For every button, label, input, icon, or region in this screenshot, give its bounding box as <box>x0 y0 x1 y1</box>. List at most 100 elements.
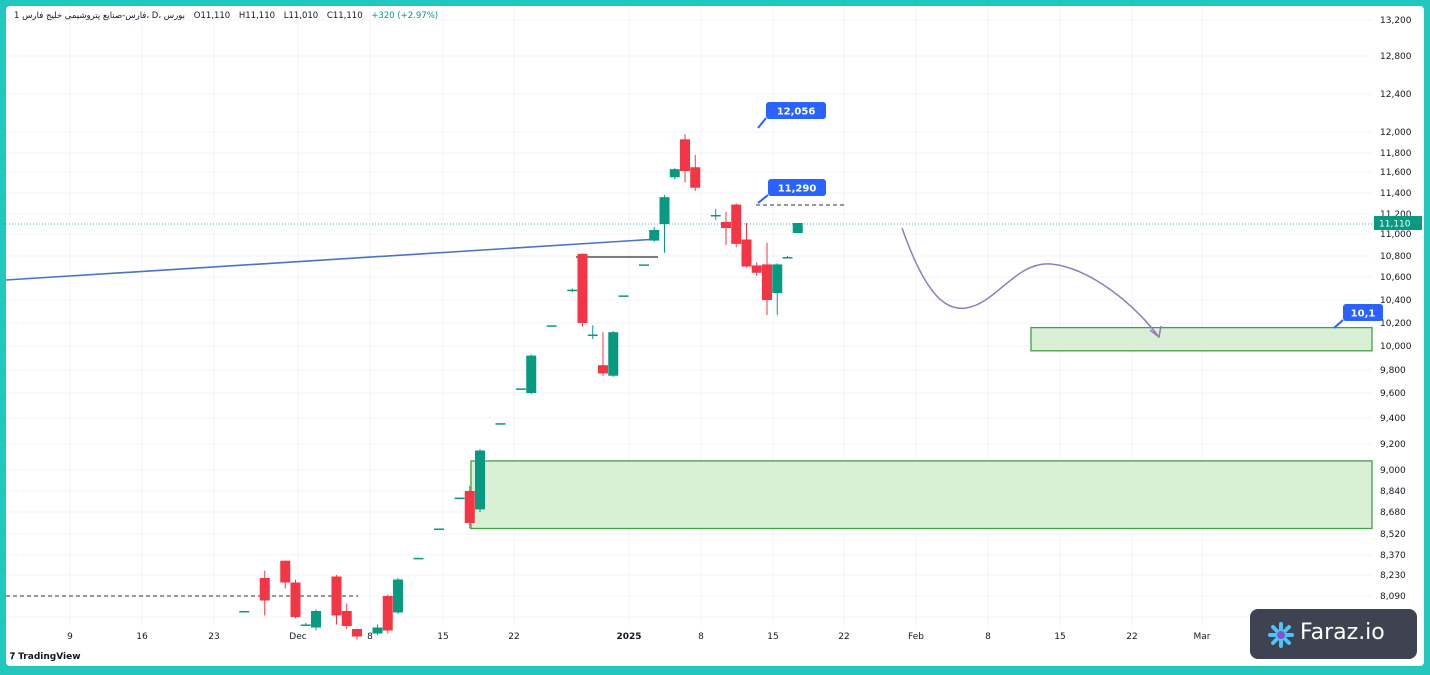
grid <box>6 6 1372 626</box>
candle-body <box>454 497 465 500</box>
symbol-header: 1 فارس-صنایع پتروشیمی خلیج فارس، D، بورس… <box>14 11 444 21</box>
candle-body <box>546 325 557 327</box>
symbol-name[interactable]: 1 فارس-صنایع پتروشیمی خلیج فارس، D، بورس <box>14 11 186 21</box>
candle-body <box>290 582 301 617</box>
candle-body <box>300 624 311 626</box>
price-badge-box <box>1343 304 1383 321</box>
faraz-watermark: Faraz.io <box>1250 609 1417 659</box>
price-chart[interactable]: 12,056 11,290 10,1 13,200 12,800 12,400 12,00… <box>6 6 1424 666</box>
time-tick-label: 15 <box>767 632 778 642</box>
candle-body <box>239 611 250 613</box>
candle <box>669 168 680 180</box>
price-tick-label: 9,000 <box>1380 466 1406 476</box>
price-tick-label: 10,000 <box>1380 342 1412 352</box>
candle-body <box>526 355 537 393</box>
candle <box>762 242 772 315</box>
candle <box>659 195 670 253</box>
chart-frame: 12,056 11,290 10,1 13,200 12,800 12,400 12,00… <box>6 6 1424 666</box>
last-price-text: 11,110 <box>1379 220 1411 230</box>
candle-body <box>731 204 742 244</box>
price-tick-label: 12,000 <box>1380 128 1412 138</box>
candle-body <box>413 557 424 560</box>
time-tick-label: Feb <box>908 632 924 642</box>
price-tick-label: 10,600 <box>1380 273 1412 283</box>
candle <box>792 223 803 233</box>
candle-body <box>464 491 475 523</box>
candle <box>690 154 701 191</box>
candle <box>680 134 690 183</box>
high-value: H11,110 <box>238 11 276 21</box>
candle <box>280 560 291 589</box>
price-tick-label: 9,200 <box>1380 440 1406 450</box>
candle <box>434 528 444 530</box>
tradingview-icon: 𝟕 <box>10 652 16 662</box>
candle-body <box>608 332 619 376</box>
time-tick-label: 8 <box>698 632 704 642</box>
candle-body <box>475 450 485 510</box>
faraz-logo-icon <box>1268 622 1294 648</box>
price-badge: 12,056 <box>757 102 826 129</box>
trendlines <box>6 204 1372 597</box>
price-tick-label: 12,400 <box>1380 90 1412 100</box>
candle <box>649 227 660 242</box>
candle <box>741 223 752 268</box>
candle-body <box>352 629 362 637</box>
price-badge-text: 10,1 <box>1351 309 1376 320</box>
candle-body <box>762 264 772 300</box>
candle-body <box>331 576 342 616</box>
close-value: C11,110 <box>326 11 363 21</box>
change-value: +320 (+2.97%) <box>371 11 439 21</box>
candle-body <box>372 627 383 634</box>
candle-body <box>311 611 321 628</box>
price-tick-label: 11,000 <box>1380 230 1412 240</box>
candle <box>526 354 537 395</box>
price-tick-label: 8,230 <box>1380 571 1406 581</box>
demand-zone <box>1030 326 1373 352</box>
candle-body <box>516 388 526 390</box>
price-tick-label: 9,800 <box>1380 366 1406 376</box>
candle <box>259 570 270 616</box>
candle <box>311 609 321 631</box>
price-tick-label: 11,400 <box>1380 189 1412 199</box>
time-tick-label: 8 <box>985 632 991 642</box>
candle <box>331 575 342 625</box>
candle <box>772 263 783 315</box>
candle-body <box>680 139 690 172</box>
candle-body <box>721 222 731 228</box>
time-tick-label: 22 <box>508 632 519 642</box>
price-badge-text: 12,056 <box>777 107 816 118</box>
projection-path <box>901 227 1159 337</box>
demand-zone <box>470 460 1373 530</box>
candle <box>618 295 629 297</box>
price-badge-pointer <box>757 194 769 204</box>
candle-body <box>772 264 783 294</box>
price-tick-label: 13,200 <box>1380 16 1412 26</box>
candle-body <box>341 611 352 626</box>
candle <box>372 624 383 635</box>
candle <box>382 594 393 634</box>
candle <box>341 603 352 629</box>
price-badge-box <box>768 179 826 196</box>
annotations: 12,056 11,290 10,1 <box>757 102 1383 339</box>
time-tick-label: 22 <box>838 632 849 642</box>
price-tick-label: 8,370 <box>1380 551 1406 561</box>
projection-arrowhead <box>1149 325 1162 339</box>
low-value: L11,010 <box>283 11 319 21</box>
candle-body <box>495 423 506 425</box>
candle <box>454 497 465 500</box>
tradingview-logo[interactable]: 𝟕 TradingView <box>10 652 81 662</box>
candle-body <box>567 289 578 292</box>
faraz-text: Faraz.io <box>1300 620 1385 645</box>
price-tick-label: 11,800 <box>1380 149 1412 159</box>
candle-body <box>618 295 629 297</box>
candle <box>587 325 598 340</box>
candle-body <box>587 334 598 336</box>
time-tick-label: 15 <box>437 632 448 642</box>
candle <box>608 331 619 377</box>
price-tick-label: 10,800 <box>1380 252 1412 262</box>
candle-body <box>649 230 660 241</box>
time-tick-label: 8 <box>367 632 373 642</box>
time-tick-label: 16 <box>136 632 148 642</box>
price-tick-label: 10,200 <box>1380 319 1412 329</box>
price-tick-label: 11,200 <box>1380 210 1412 220</box>
